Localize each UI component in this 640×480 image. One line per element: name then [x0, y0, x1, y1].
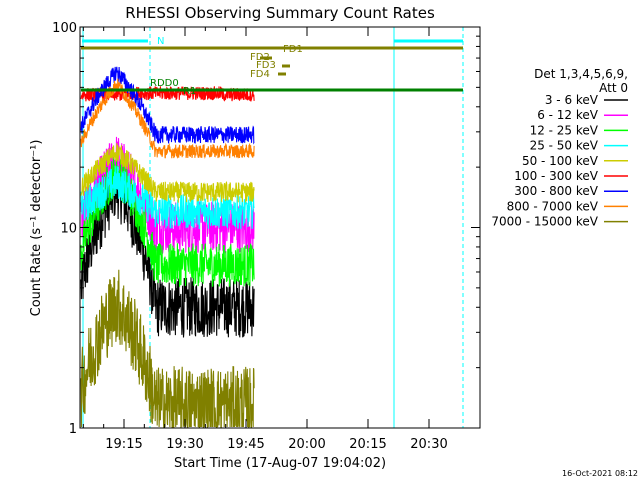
- series-line-7: [80, 66, 255, 145]
- legend-label-2: 6 - 12 keV: [537, 108, 599, 122]
- flag-label-fd3: FD3: [256, 60, 276, 71]
- footer-timestamp: 16-Oct-2021 08:12: [562, 469, 638, 478]
- legend-label-5: 50 - 100 keV: [522, 154, 599, 168]
- legend-label-7: 300 - 800 keV: [514, 184, 598, 198]
- legend-label-6: 100 - 300 keV: [514, 169, 598, 183]
- x-tick-label: 19:15: [105, 437, 142, 452]
- legend-title-line-2: Att 0: [599, 81, 628, 95]
- x-tick-label: 20:30: [410, 437, 447, 452]
- legend-label-9: 7000 - 15000 keV: [491, 215, 598, 229]
- legend-label-4: 25 - 50 keV: [530, 139, 599, 153]
- legend-title-line-1: Det 1,3,4,5,6,9,: [534, 67, 628, 81]
- x-tick-label: 19:30: [166, 437, 203, 452]
- series-line-5: [80, 143, 255, 203]
- series-line-4: [80, 165, 255, 230]
- flag-label-r1: R1: [183, 86, 196, 97]
- legend-label-1: 3 - 6 keV: [545, 93, 599, 107]
- series-line-8: [80, 78, 255, 159]
- flag-label-fd2: FD2: [250, 52, 270, 63]
- x-tick-label: 20:15: [349, 437, 386, 452]
- x-axis-label: Start Time (17-Aug-07 19:04:02): [174, 456, 386, 471]
- legend-label-8: 800 - 7000 keV: [507, 199, 599, 213]
- flag-label-fd4: FD4: [250, 69, 270, 80]
- x-tick-label: 19:45: [227, 437, 264, 452]
- chart-title: RHESSI Observing Summary Count Rates: [125, 4, 435, 22]
- series-line-9: [80, 269, 255, 428]
- y-axis-label: Count Rate (s⁻¹ detector⁻¹): [29, 140, 44, 317]
- flag-label-fd1: FD1: [283, 44, 303, 55]
- flag-label-rdd0: RDD0: [150, 78, 179, 89]
- y-tick-label: 1: [69, 422, 77, 437]
- legend-label-3: 12 - 25 keV: [530, 123, 599, 137]
- x-tick-label: 20:00: [288, 437, 325, 452]
- y-tick-label: 100: [52, 21, 77, 36]
- flag-label-n: N: [157, 36, 164, 47]
- y-tick-label: 10: [60, 222, 77, 237]
